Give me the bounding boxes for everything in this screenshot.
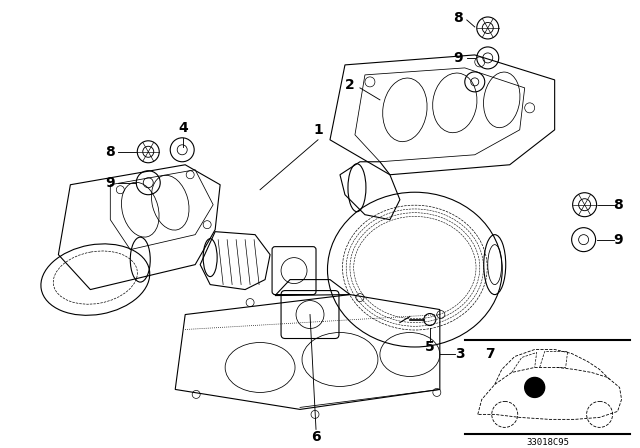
Text: 9: 9 xyxy=(453,51,463,65)
Text: 9: 9 xyxy=(612,233,622,247)
Text: 3: 3 xyxy=(455,348,465,362)
Text: 8: 8 xyxy=(106,145,115,159)
Text: 9: 9 xyxy=(106,176,115,190)
Text: 4: 4 xyxy=(179,121,188,135)
Text: 8: 8 xyxy=(453,11,463,25)
Text: 6: 6 xyxy=(311,431,321,444)
Text: 5: 5 xyxy=(425,340,435,354)
Circle shape xyxy=(525,378,545,397)
Text: 1: 1 xyxy=(313,123,323,137)
Text: 33018C95: 33018C95 xyxy=(526,438,569,447)
Text: 2: 2 xyxy=(345,78,355,92)
Text: 8: 8 xyxy=(612,198,623,212)
Text: 7: 7 xyxy=(485,348,495,362)
